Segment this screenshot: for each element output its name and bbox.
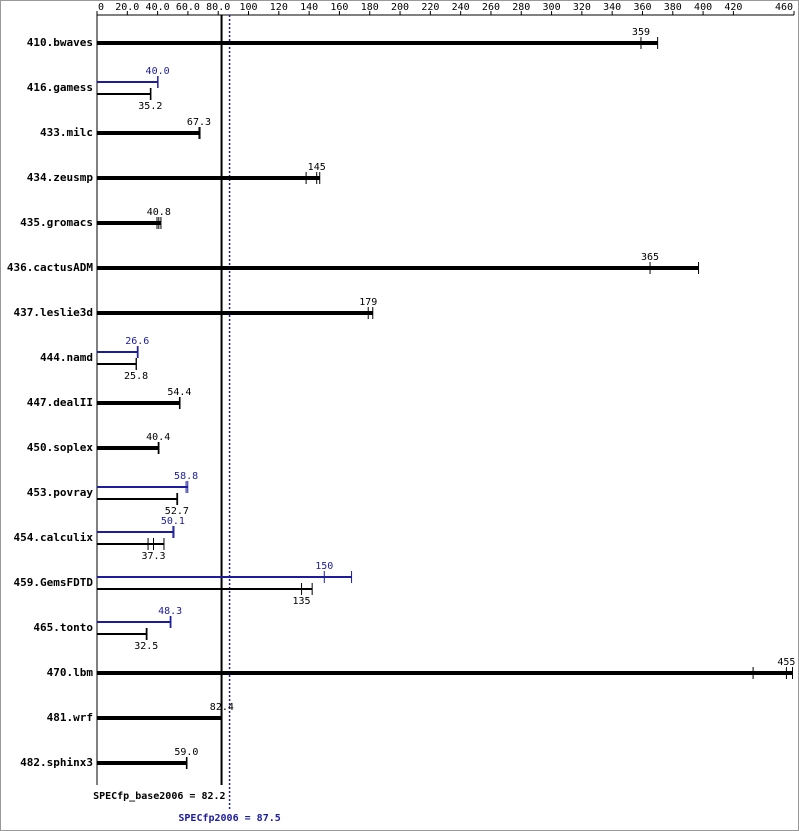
value-label: 40.4 — [146, 432, 170, 443]
reference-value: 82.2 — [201, 791, 225, 802]
benchmark-name: 436.cactusADM — [7, 261, 93, 274]
benchmark-name: 481.wrf — [47, 711, 93, 724]
x-tick-label: 400 — [694, 2, 712, 13]
value-label: 50.1 — [161, 516, 185, 527]
value-label: 58.8 — [174, 471, 198, 482]
benchmark-name: 410.bwaves — [27, 36, 93, 49]
benchmark-name: 450.soplex — [27, 441, 94, 454]
x-tick-label: 360 — [633, 2, 651, 13]
value-label: 32.5 — [134, 641, 158, 652]
x-tick-label: 100 — [239, 2, 257, 13]
benchmark-name: 434.zeusmp — [27, 171, 94, 184]
benchmark-name: 444.namd — [40, 351, 93, 364]
benchmark-name: 447.dealII — [27, 396, 93, 409]
value-label: 26.6 — [125, 336, 149, 347]
x-tick-label: 240 — [452, 2, 470, 13]
x-tick-label: 120 — [270, 2, 288, 13]
value-label: 145 — [308, 162, 326, 173]
x-tick-label: 0 — [98, 2, 104, 13]
reference-label: SPECfp2006 = 87.5 — [178, 813, 280, 824]
benchmark-name: 435.gromacs — [20, 216, 93, 229]
x-tick-label: 260 — [482, 2, 500, 13]
x-tick-label: 420 — [724, 2, 742, 13]
benchmark-name: 470.lbm — [47, 666, 94, 679]
x-tick-label: 340 — [603, 2, 621, 13]
value-label: 40.0 — [146, 66, 170, 77]
value-label: 52.7 — [165, 506, 189, 517]
x-tick-label: 180 — [361, 2, 379, 13]
value-label: 179 — [359, 297, 377, 308]
value-label: 48.3 — [158, 606, 182, 617]
benchmark-name: 437.leslie3d — [14, 306, 93, 319]
benchmark-name: 433.milc — [40, 126, 93, 139]
x-tick-label: 20.0 — [115, 2, 139, 13]
value-label: 82.4 — [210, 702, 234, 713]
x-tick-label: 380 — [664, 2, 682, 13]
x-tick-label: 200 — [391, 2, 409, 13]
value-label: 37.3 — [141, 551, 165, 562]
x-tick-label: 320 — [573, 2, 591, 13]
benchmark-name: 459.GemsFDTD — [14, 576, 94, 589]
x-tick-label: 220 — [421, 2, 439, 13]
value-label: 365 — [641, 252, 659, 263]
value-label: 359 — [632, 27, 650, 38]
value-label: 67.3 — [187, 117, 211, 128]
benchmark-name: 453.povray — [27, 486, 94, 499]
x-tick-label: 60.0 — [176, 2, 200, 13]
x-tick-label: 460 — [775, 2, 793, 13]
benchmark-name: 416.gamess — [27, 81, 93, 94]
benchmark-name: 482.sphinx3 — [20, 756, 93, 769]
value-label: 54.4 — [167, 387, 191, 398]
value-label: 455 — [777, 657, 795, 668]
value-label: 25.8 — [124, 371, 148, 382]
x-tick-label: 40.0 — [146, 2, 170, 13]
x-tick-label: 80.0 — [206, 2, 230, 13]
reference-name: SPECfp2006 = — [178, 813, 250, 824]
x-tick-label: 280 — [512, 2, 530, 13]
reference-label: SPECfp_base2006 = 82.2 — [93, 791, 225, 802]
x-tick-label: 160 — [330, 2, 348, 13]
value-label: 150 — [315, 561, 333, 572]
reference-value: 87.5 — [257, 813, 281, 824]
value-label: 35.2 — [138, 101, 162, 112]
value-label: 59.0 — [174, 747, 198, 758]
x-tick-label: 300 — [543, 2, 561, 13]
value-label: 40.8 — [147, 207, 171, 218]
benchmark-name: 454.calculix — [14, 531, 94, 544]
x-tick-label: 140 — [300, 2, 318, 13]
value-label: 135 — [293, 596, 311, 607]
reference-name: SPECfp_base2006 = — [93, 791, 195, 802]
benchmark-name: 465.tonto — [33, 621, 93, 634]
